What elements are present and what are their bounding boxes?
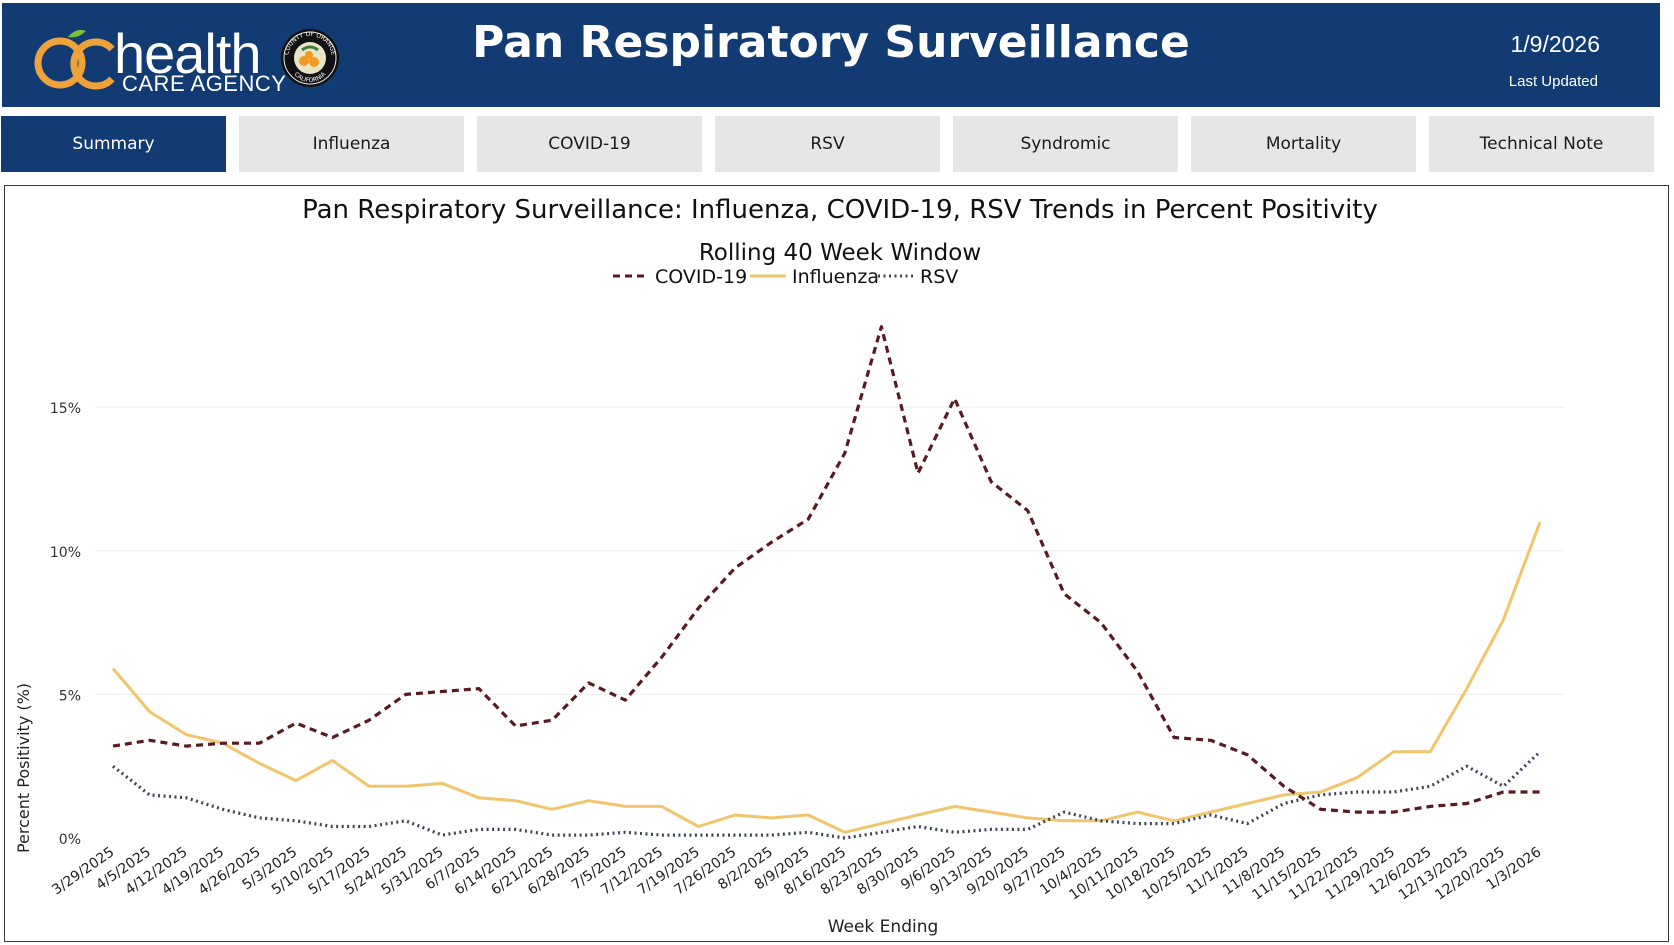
tab-influenza[interactable]: Influenza <box>239 116 464 172</box>
legend-label-influenza: Influenza <box>792 266 879 288</box>
legend-label-rsv: RSV <box>920 266 958 288</box>
y-axis-ticks: 0% 5% 10% 15% <box>50 401 81 848</box>
chart-legend: COVID-19 Influenza RSV <box>613 266 958 288</box>
logo-wordmark: health <box>114 22 262 85</box>
last-updated-date: 1/9/2026 <box>1510 31 1600 57</box>
county-seal-icon: COUNTY OF ORANGE CALIFORNIA <box>281 29 339 87</box>
y-tick-label: 10% <box>50 545 81 561</box>
y-tick-label: 0% <box>59 832 81 848</box>
last-updated-label: Last Updated <box>1508 73 1598 90</box>
tab-technical-note[interactable]: Technical Note <box>1429 116 1654 172</box>
chart-title: Pan Respiratory Surveillance: Influenza,… <box>302 195 1378 225</box>
tab-bar: Summary Influenza COVID-19 RSV Syndromic… <box>0 116 1674 174</box>
oc-logo-icon <box>34 29 115 90</box>
legend-label-covid-19: COVID-19 <box>655 266 747 288</box>
chart-panel: Pan Respiratory Surveillance: Influenza,… <box>4 185 1669 942</box>
chart-subtitle: Rolling 40 Week Window <box>699 240 981 266</box>
logo-subtitle: CARE AGENCY <box>122 71 287 96</box>
y-tick-label: 5% <box>59 688 81 704</box>
tab-mortality[interactable]: Mortality <box>1191 116 1416 172</box>
tab-rsv[interactable]: RSV <box>715 116 940 172</box>
x-axis-label: Week Ending <box>828 917 939 937</box>
chart-gridlines <box>95 406 1565 695</box>
y-axis-label: Percent Positivity (%) <box>14 683 33 853</box>
series-line-influenza <box>111 521 1542 834</box>
percent-positivity-line-chart: Pan Respiratory Surveillance: Influenza,… <box>14 195 1565 937</box>
oc-health-care-agency-logo: health CARE AGENCY COUNTY OF ORANGE CALI… <box>32 22 352 99</box>
y-tick-label: 15% <box>50 401 81 417</box>
chart-series-lines <box>111 325 1542 840</box>
x-axis-ticks: 3/29/20254/5/20254/12/20254/19/20254/26/… <box>49 844 1544 903</box>
tab-covid-19[interactable]: COVID-19 <box>477 116 702 172</box>
header-banner: health CARE AGENCY COUNTY OF ORANGE CALI… <box>2 3 1660 107</box>
page-title: Pan Respiratory Surveillance <box>472 17 1190 68</box>
series-line-covid-19 <box>112 325 1540 814</box>
tab-summary[interactable]: Summary <box>1 116 226 172</box>
tab-syndromic[interactable]: Syndromic <box>953 116 1178 172</box>
